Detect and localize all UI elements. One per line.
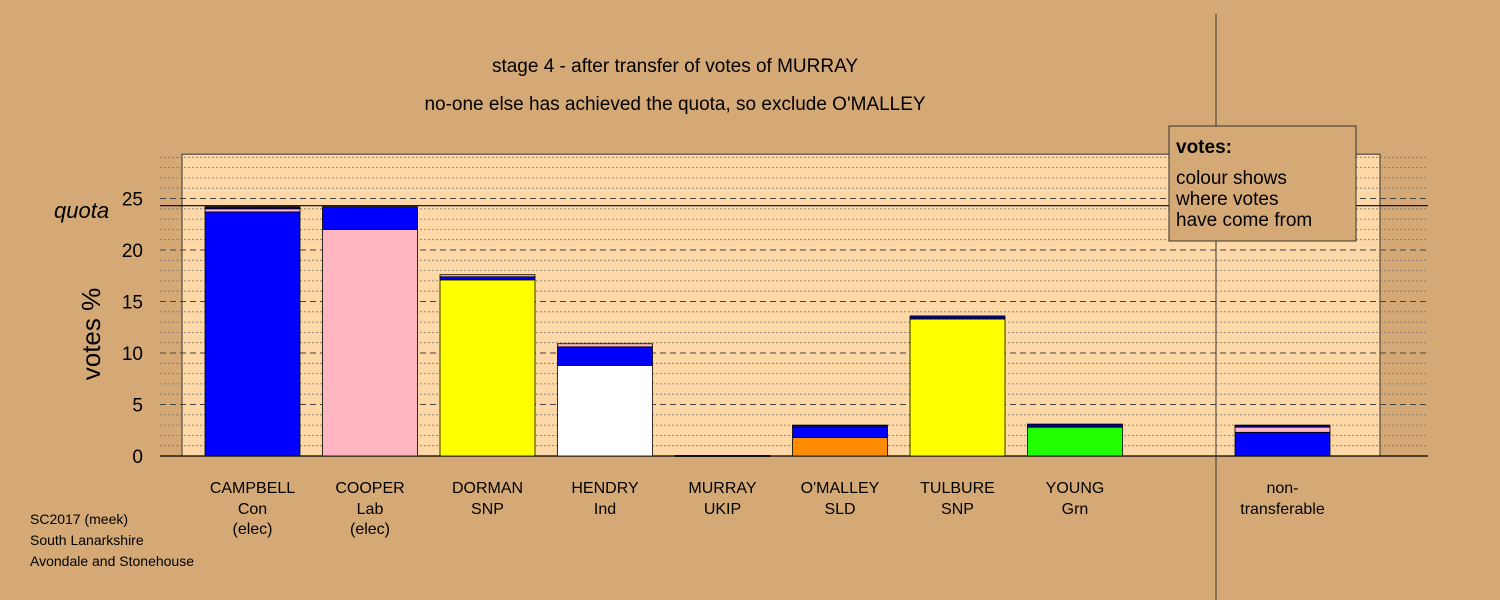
candidate-party-label: Grn [1062,501,1089,518]
quota-label: quota [54,198,109,223]
bar-murray-segment [674,455,771,457]
candidate-name-label: HENDRY [571,480,639,497]
chart-title: stage 4 - after transfer of votes of MUR… [492,56,858,77]
bar-campbell-segment [204,206,301,210]
bar-dorman-segment [439,276,536,281]
bar-young-segment [1027,423,1123,428]
candidate-party-label: Con [238,501,267,518]
bar-campbell-segment [204,208,301,213]
y-ticks: 0 5 10 15 20 25 [122,190,143,469]
candidate-name-label: YOUNG [1046,480,1105,497]
bar-nontransferable-segment [1234,424,1331,428]
candidate-name-label: MURRAY [688,480,756,497]
y-tick-label: 0 [132,447,143,468]
y-tick-label: 20 [122,241,143,262]
bar-tulbure-segment [909,315,1006,320]
candidate-party-label: SLD [824,501,855,518]
bar-omalley-segment [792,424,888,428]
bars [204,206,1331,457]
legend-line: have come from [1176,210,1312,231]
bar-nontransferable-segment [1234,431,1331,457]
y-tick-label: 5 [132,396,143,417]
legend-heading: votes: [1176,137,1232,158]
bar-dorman-segment [439,274,536,278]
legend-line: colour shows [1176,168,1287,189]
credit-line: South Lanarkshire [30,532,144,548]
bar-young-segment [1027,426,1123,457]
bar-cooper-segment [322,206,418,230]
chart-subtitle: no-one else has achieved the quota, so e… [424,94,925,115]
y-axis-label: votes % [76,288,106,381]
candidate-name-label: COOPER [335,480,404,497]
candidate-name-label: CAMPBELL [210,480,295,497]
candidate-name-label: TULBURE [920,480,995,497]
bar-dorman-segment [439,279,536,457]
bar-hendry-segment [557,343,653,348]
nontransferable-label: non- [1266,480,1298,497]
candidate-party-label: SNP [471,501,504,518]
bar-omalley-segment [792,437,888,457]
legend: votes: colour shows where votes have com… [1168,125,1357,242]
candidate-status-label: (elec) [232,521,272,538]
candidate-party-label: SNP [941,501,974,518]
bar-nontransferable-segment [1234,426,1331,433]
x-labels: CAMPBELL Con (elec) COOPER Lab (elec) DORMAN SN… [210,480,1325,538]
candidate-party-label: Ind [594,501,616,518]
candidate-name-label: O'MALLEY [801,480,880,497]
legend-box [1168,125,1357,242]
legend-line: where votes [1175,189,1278,210]
bar-campbell-segment [204,211,301,457]
bar-cooper-segment [322,228,418,457]
candidate-party-label: Lab [357,501,384,518]
y-tick-label: 15 [122,293,143,314]
bar-omalley-segment [792,426,888,438]
credit-line: Avondale and Stonehouse [30,553,194,569]
y-tick-label: 10 [122,344,143,365]
nontransferable-label: transferable [1240,501,1325,518]
y-tick-label: 25 [122,190,143,211]
bar-tulbure-segment [909,318,1006,457]
candidate-status-label: (elec) [350,521,390,538]
credits: SC2017 (meek) South Lanarkshire Avondale… [30,511,194,569]
candidate-name-label: DORMAN [452,480,523,497]
bar-hendry-segment [557,364,653,457]
credit-line: SC2017 (meek) [30,511,128,527]
candidate-party-label: UKIP [704,501,741,518]
bar-hendry-segment [557,346,653,366]
